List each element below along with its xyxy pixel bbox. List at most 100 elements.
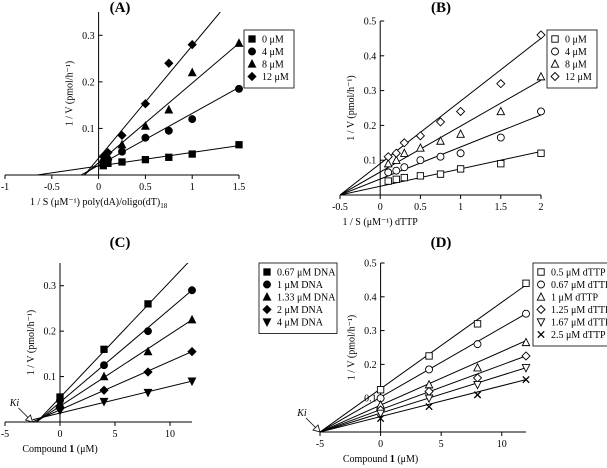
data-point: [473, 362, 482, 372]
fit-line: [320, 355, 526, 432]
panel-title: (A): [110, 0, 131, 16]
fit-line-group: [320, 340, 526, 432]
data-point: [400, 163, 409, 172]
y-tick-label: 0.1: [82, 124, 95, 135]
y-tick-label: 0.1: [364, 156, 377, 167]
data-point: [99, 371, 109, 381]
x-tick-label: 0: [96, 182, 101, 193]
data-point: [140, 99, 151, 109]
x-tick-label: 0: [378, 202, 383, 213]
data-point: [187, 314, 197, 324]
legend-label: 4 μM: [565, 47, 587, 58]
data-point: [416, 172, 425, 180]
data-point: [140, 121, 150, 130]
legend-label: 1.25 μM dTTP: [551, 305, 607, 316]
legend-marker: [262, 292, 272, 301]
data-point: [99, 397, 109, 407]
fit-line: [320, 379, 526, 432]
legend-marker: [537, 330, 545, 339]
fit-line-group: [320, 284, 526, 432]
data-point: [416, 156, 425, 165]
y-tick-label: 0.4: [364, 292, 377, 303]
y-tick-label: 0.1: [44, 372, 57, 383]
y-tick-label: 0.2: [82, 77, 95, 88]
legend-label: 0.5 μM dTTP: [551, 268, 606, 279]
data-point: [143, 388, 153, 398]
legend-label: 8 μM: [565, 60, 587, 71]
data-point: [188, 286, 196, 295]
data-point: [436, 152, 445, 161]
data-point: [188, 115, 197, 124]
data-point: [537, 149, 545, 157]
fit-line: [83, 42, 239, 175]
y-tick-label: 0.5: [364, 259, 377, 270]
x-tick-label: 10: [497, 439, 507, 450]
data-point: [496, 79, 506, 89]
data-point: [144, 327, 152, 336]
y-axis-label: 1 / V (pmol/h⁻¹): [346, 75, 357, 140]
data-point: [235, 141, 243, 149]
data-point: [117, 130, 127, 141]
data-point: [522, 279, 530, 287]
data-point: [187, 377, 197, 387]
data-point: [103, 148, 113, 158]
fit-line-group: [36, 289, 192, 422]
x-tick-label: 5: [113, 429, 118, 440]
y-axis-label: 1 / V (pmol/h⁻¹): [65, 61, 76, 126]
data-point: [164, 104, 174, 114]
y-tick-label: 0.1: [364, 394, 377, 405]
data-point: [473, 391, 482, 399]
panel-c: (C) -5 0 5 10 0.1 0.2 0.3 1 / V (pmol/h⁻¹) Compou…: [1, 235, 338, 455]
y-tick-label: 0.3: [364, 86, 377, 97]
legend-marker: [550, 59, 560, 68]
x-axis-label: 1 / S (μM⁻¹) poly(dA)/oligo(dT)18: [30, 197, 168, 210]
fit-line: [340, 38, 541, 195]
data-point: [436, 170, 445, 178]
y-tick-label: 0.4: [364, 51, 377, 62]
legend: [532, 262, 607, 347]
data-point: [399, 138, 409, 148]
legend-marker: [550, 71, 560, 82]
data-point: [392, 175, 400, 183]
data-point: [187, 67, 197, 77]
x-tick-label: -1: [1, 182, 9, 193]
data-point: [424, 394, 434, 404]
x-axis-label: Compound 1 (μM): [343, 454, 418, 465]
y-tick-label: 0.5: [364, 17, 377, 28]
y-tick-label: 0.3: [44, 281, 57, 292]
x-tick-label: -0.5: [332, 202, 348, 213]
legend-marker: [262, 318, 272, 327]
ki-arrow: [18, 407, 30, 420]
data-point: [100, 345, 108, 353]
data-point: [537, 107, 545, 116]
data-point: [376, 414, 385, 423]
legend-label: 0 μM: [262, 35, 284, 46]
data-point: [383, 158, 393, 168]
panel-d: (D) -5 0 5 10 0.1 0.2 0.3 0.4 0.5 1 / V (pmol/h⁻¹)…: [296, 235, 607, 465]
legend-label: 1 μM DNA: [277, 280, 324, 291]
data-point: [415, 143, 425, 152]
x-tick-label: -5: [1, 429, 9, 440]
data-point: [100, 361, 108, 370]
y-axis-label: 1 / V (pmol/h⁻¹): [347, 315, 358, 380]
data-point: [536, 30, 546, 40]
data-point: [376, 386, 385, 394]
fit-line-group: [340, 38, 541, 195]
legend-label: 12 μM: [262, 72, 289, 83]
fit-line-group: [83, 42, 239, 175]
panel-title: (B): [431, 0, 451, 16]
data-point: [141, 133, 150, 142]
data-point: [383, 152, 393, 162]
ki-arrow: [305, 417, 318, 430]
x-axis-label: Compound 1 (μM): [22, 444, 97, 455]
legend-marker: [248, 35, 256, 43]
data-point: [141, 155, 150, 164]
legend-marker: [537, 280, 545, 289]
legend-label: 4 μM: [262, 47, 284, 58]
data-point: [187, 346, 197, 357]
data-point: [55, 406, 65, 416]
data-point: [399, 148, 409, 157]
data-point: [234, 38, 244, 47]
legend-label: 0 μM: [565, 35, 587, 46]
